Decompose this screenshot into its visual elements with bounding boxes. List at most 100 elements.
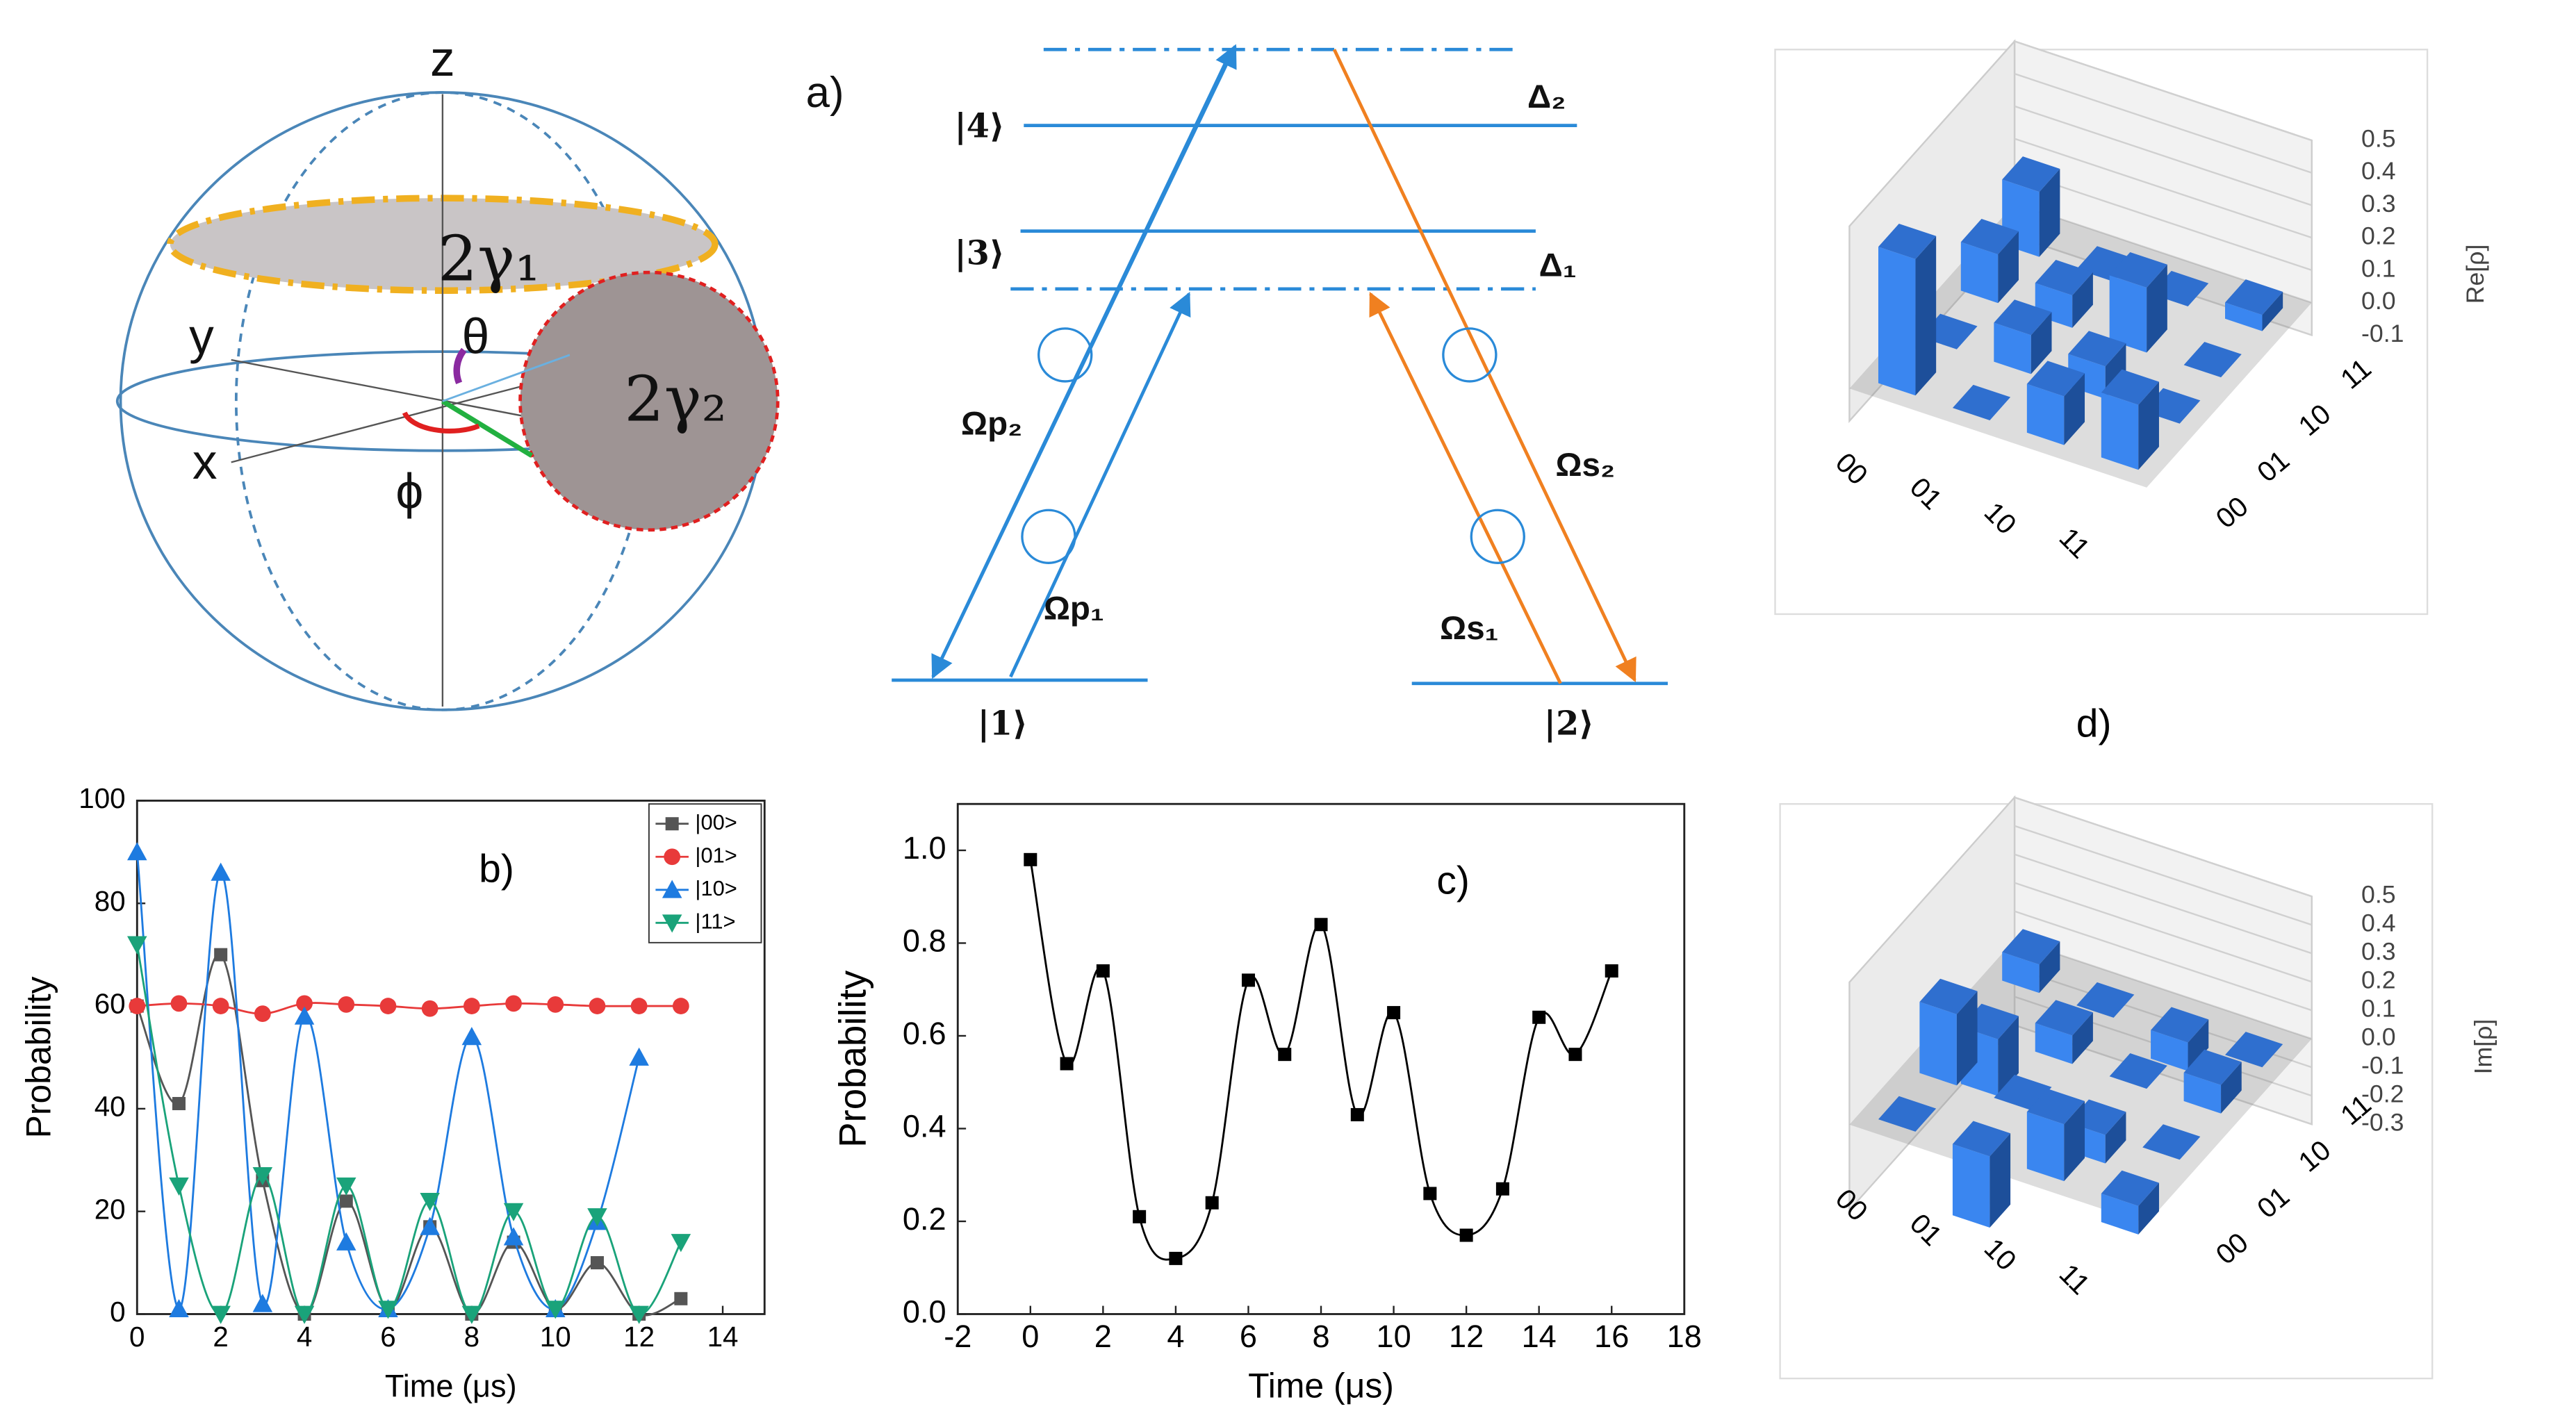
x-tick-label: 10 [540,1321,571,1353]
bar [2142,1124,2201,1160]
x-tick-label: 8 [1312,1319,1329,1354]
bar-face [2225,279,2283,315]
x-tick-label: 6 [1240,1319,1257,1354]
z-tick-label: 0.5 [2361,124,2396,152]
z-axis-label: Im[ρ] [2470,1019,2497,1075]
x-tick-label: 0 [129,1321,145,1353]
y-tick-label: 80 [95,885,126,917]
rabi-label: Ωs₁ [1440,610,1498,647]
bar-face [2031,312,2052,374]
bar-face [2035,1000,2093,1036]
bloch-sphere [115,91,780,711]
z-axis-label: Re[ρ] [2461,245,2489,304]
level-label: |2⟩ [1544,704,1594,743]
bar-face [1878,247,1916,396]
y-tick-label: 0 [110,1296,125,1328]
panel-label: c) [1436,858,1469,902]
bar [2225,1032,2283,1068]
point [1133,1210,1147,1223]
bar [2002,156,2060,257]
x-tick-label: -2 [944,1319,971,1354]
plot: 0 2 4 6 8 10 12 14 0 20 40 60 80 100 Time (μs) Probabil… [19,782,766,1403]
z-tick-label: -0.3 [2361,1109,2404,1137]
bar-face [2225,1032,2283,1068]
y-tick-label: 0.8 [903,923,946,958]
bar-face [2225,302,2263,331]
angle-label: ϕ [395,464,423,520]
bar-face [2002,929,2060,965]
point [503,1227,524,1246]
level-label: |1⟩ [978,704,1028,743]
bar-face [2142,1124,2201,1160]
grid-line [2014,939,2313,1040]
point [336,1232,356,1251]
point [587,1208,607,1227]
point [1205,1196,1219,1210]
plot: -2 0 2 4 6 8 10 12 14 16 18 0.0 0.2 0.4 0.6 0.8 1.0 Time … [831,802,1702,1405]
y-tick-label: 100 [79,782,125,814]
bar [2076,982,2135,1018]
bar [2101,1170,2159,1235]
x-tick-label: 12 [623,1321,655,1353]
bar-face [1998,231,2019,304]
point [1350,1107,1364,1121]
level-label: |4⟩ [955,106,1005,145]
bar-face [2035,260,2093,296]
x-tick-label: 0 [1022,1319,1039,1354]
bar-face [2026,1112,2065,1182]
angle-label: θ [462,308,490,364]
bar-face [2064,1100,2085,1182]
axis-label: z [430,31,455,87]
point [1532,1010,1546,1024]
bar-face [2183,342,2242,378]
bar-face [2109,251,2167,288]
rabi-label: Ωs₂ [1555,447,1615,484]
point [254,1005,271,1023]
point [674,1292,688,1305]
y-tick-label: 1.0 [903,830,946,866]
bar-face [1952,384,2011,420]
x-tick-label: 10 [1376,1319,1411,1354]
legend-label: |11> [695,909,735,933]
point [1568,1048,1582,1062]
bar-face [2138,1182,2159,1235]
bar-face [2188,1019,2209,1071]
bar-face [2262,291,2283,331]
bar-face [1915,236,1937,396]
point [1495,1182,1509,1196]
bar-face [2064,373,2085,445]
z-tick-label: 0.1 [2361,995,2396,1023]
bar-face [1960,242,1999,304]
point [420,1193,440,1212]
bar [1994,299,2052,374]
point [214,948,228,962]
bar [1878,1096,1937,1132]
panel-label: d) [2076,702,2112,746]
grid-line [2014,910,2313,1012]
bar [2002,929,2060,993]
point [169,1177,189,1196]
bar [2026,361,2085,445]
bar [2109,1053,2167,1089]
point [1060,1057,1074,1071]
point [339,1194,353,1208]
grid-line [2014,825,2313,926]
grid-line [2014,73,2313,174]
legend-label: |01> [695,843,737,867]
point [252,1167,273,1186]
z-tick-label: 0.4 [2361,909,2396,937]
plot-frame [136,800,766,1315]
bar-face [1994,322,2031,374]
bar-face [1990,1133,2011,1228]
z-tick-label: 0.2 [2361,222,2396,250]
y-tick-label: 0.4 [903,1108,946,1144]
point [1278,1048,1292,1062]
point [1459,1228,1473,1242]
bar-face [2076,982,2135,1018]
point [1241,973,1255,987]
x-tick-label: 4 [1167,1319,1184,1354]
grid-line [2014,170,2313,272]
grid-line [2014,138,2313,239]
legend-label: |10> [695,876,737,900]
